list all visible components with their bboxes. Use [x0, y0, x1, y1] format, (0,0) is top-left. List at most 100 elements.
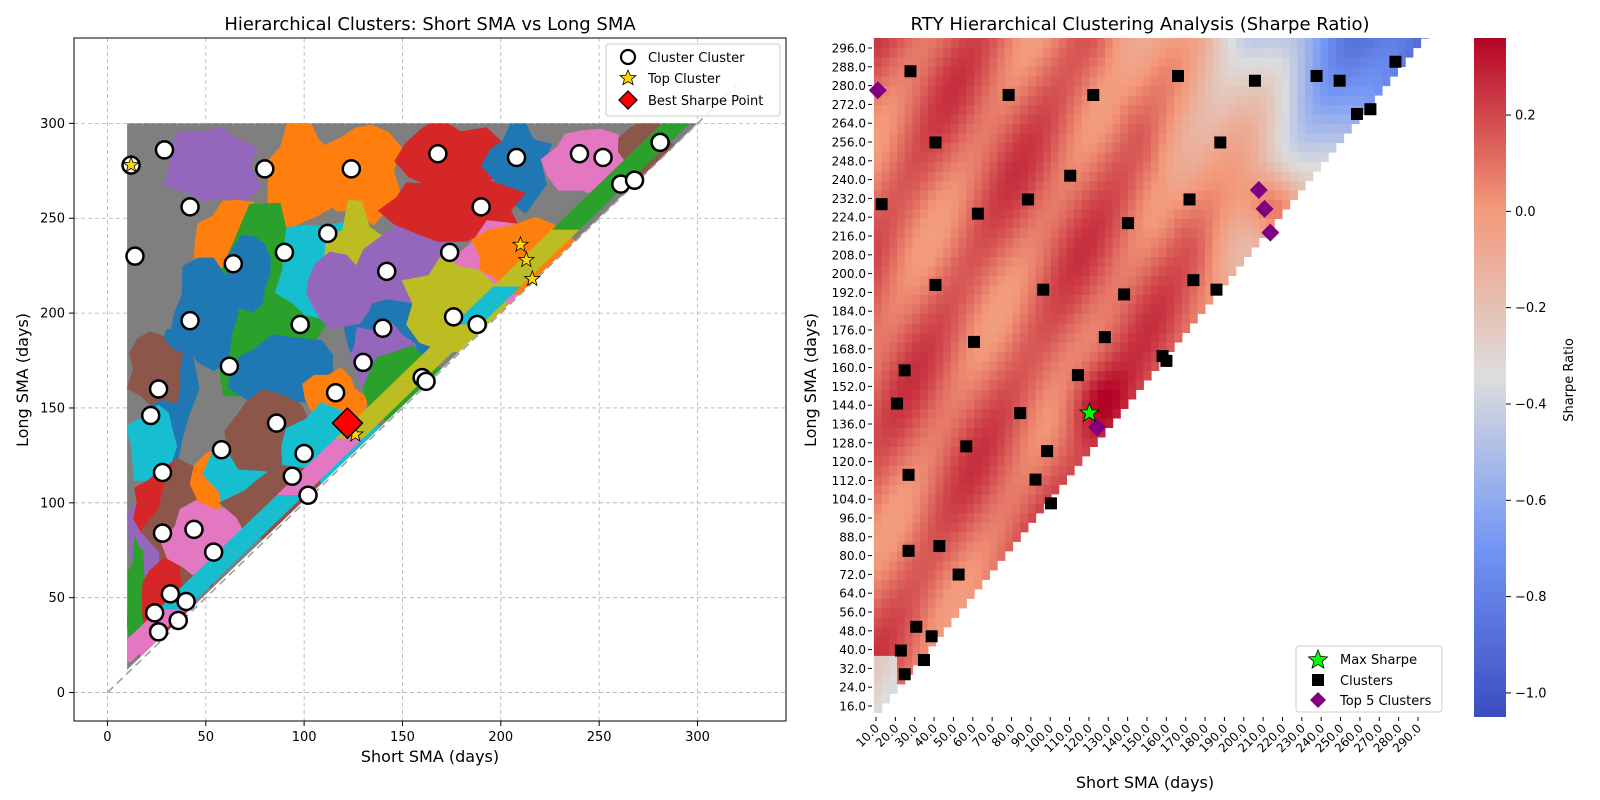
heatmap-cell [1012, 275, 1021, 286]
heatmap-cell [1220, 256, 1229, 267]
heatmap-cell [958, 427, 967, 438]
heatmap-cell [1127, 66, 1137, 77]
heatmap-cell [1351, 85, 1360, 96]
heatmap-cell [920, 47, 929, 58]
heatmap-cell [1220, 104, 1229, 115]
heatmap-cell [1004, 313, 1014, 324]
heatmap-cell [1012, 436, 1021, 447]
heatmap-cell [1127, 389, 1137, 400]
heatmap-cell [966, 541, 975, 552]
heatmap-cell [1174, 227, 1183, 238]
heatmap-cell [981, 199, 990, 210]
heatmap-cell [904, 180, 913, 191]
heatmap-cell [1174, 180, 1183, 191]
heatmap-cell [974, 47, 983, 58]
heatmap-cell [989, 152, 998, 163]
heatmap-cell [1243, 38, 1252, 39]
heatmap-cell [981, 455, 990, 466]
heatmap-cell [1051, 85, 1060, 96]
heatmap-cell [1089, 246, 1098, 257]
heatmap-cell [1089, 370, 1098, 381]
heatmap-cell [1004, 474, 1014, 485]
heatmap-cell [1066, 237, 1075, 248]
heatmap-cell [1097, 47, 1106, 58]
heatmap-cell [1081, 265, 1091, 276]
heatmap-cell [997, 171, 1006, 182]
heatmap-cell [1004, 275, 1014, 286]
top5-diamond [1255, 199, 1274, 218]
heatmap-cell [1220, 114, 1229, 125]
heatmap-cell [1035, 57, 1044, 68]
heatmap-cell [1112, 104, 1121, 115]
heatmap-cell [873, 389, 883, 400]
cluster-square [929, 278, 942, 291]
heatmap-cell [1143, 303, 1152, 314]
heatmap-cell [1189, 161, 1198, 172]
heatmap-cell [1235, 246, 1244, 257]
heatmap-cell [943, 256, 952, 267]
left-plot-frame [73, 37, 787, 722]
heatmap-cell [1135, 171, 1144, 182]
heatmap-cell [1143, 38, 1152, 39]
heatmap-cell [1212, 246, 1221, 257]
heatmap-cell [1104, 95, 1114, 106]
heatmap-cell [889, 636, 898, 647]
heatmap-cell [943, 617, 952, 628]
heatmap-cell [974, 484, 983, 495]
heatmap-cell [1066, 275, 1075, 286]
heatmap-cell [1043, 389, 1052, 400]
cluster-point [184, 519, 204, 540]
heatmap-cell [1281, 38, 1291, 49]
heatmap-cell [1120, 133, 1129, 144]
heatmap-cell [974, 427, 983, 438]
heatmap-cell [1389, 38, 1398, 49]
heatmap-cell [1004, 322, 1014, 333]
heatmap-cell [1143, 95, 1152, 106]
heatmap-cell [1374, 57, 1383, 68]
heatmap-cell [981, 76, 990, 87]
heatmap-cell [981, 550, 990, 561]
heatmap-cell [1035, 114, 1044, 125]
heatmap-cell [873, 66, 883, 77]
heatmap-cell [950, 598, 960, 609]
heatmap-cell [1289, 171, 1298, 182]
heatmap-cell [1089, 265, 1098, 276]
heatmap-cell [943, 607, 952, 618]
heatmap-cell [1181, 284, 1191, 295]
heatmap-cell [1058, 189, 1067, 200]
heatmap-cell [1035, 152, 1044, 163]
heatmap-y-tick-label: 200.0 [832, 267, 866, 281]
heatmap-cell [912, 588, 921, 599]
heatmap-cell [920, 76, 929, 87]
heatmap-cell [904, 265, 913, 276]
heatmap-cell [950, 436, 960, 447]
heatmap-cell [889, 664, 898, 675]
heatmap-cell [881, 693, 890, 704]
heatmap-cell [889, 313, 898, 324]
heatmap-cell [889, 227, 898, 238]
heatmap-cell [1297, 38, 1306, 49]
heatmap-cell [1066, 341, 1075, 352]
heatmap-cell [1127, 265, 1137, 276]
heatmap-cell [1089, 180, 1098, 191]
heatmap-cell [966, 379, 975, 390]
heatmap-cell [1197, 294, 1206, 305]
heatmap-cell [873, 351, 883, 362]
heatmap-cell [912, 114, 921, 125]
heatmap-cell [1135, 123, 1144, 134]
heatmap-cell [989, 360, 998, 371]
heatmap-cell [974, 142, 983, 153]
heatmap-cell [1058, 180, 1067, 191]
heatmap-cell [1051, 265, 1060, 276]
heatmap-cell [1035, 493, 1044, 504]
heatmap-cell [912, 256, 921, 267]
heatmap-cell [997, 531, 1006, 542]
heatmap-cell [1043, 313, 1052, 324]
heatmap-cell [1266, 180, 1275, 191]
heatmap-cell [989, 370, 998, 381]
heatmap-cell [1204, 85, 1214, 96]
heatmap-cell [943, 161, 952, 172]
heatmap-cell [1174, 38, 1183, 49]
heatmap-cell [927, 455, 937, 466]
heatmap-cell [881, 76, 890, 87]
